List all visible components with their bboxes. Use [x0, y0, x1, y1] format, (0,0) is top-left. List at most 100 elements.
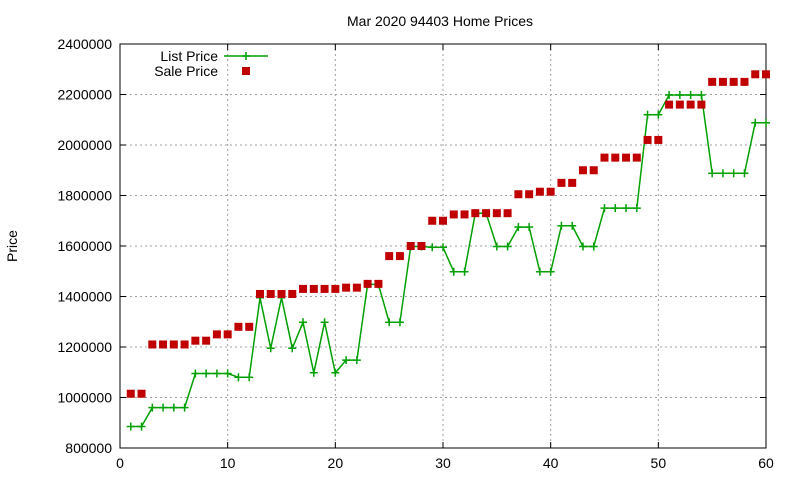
sale-price-point	[385, 252, 394, 261]
x-tick-label: 30	[435, 455, 451, 471]
y-tick-label: 2200000	[57, 87, 112, 103]
list-price-point	[395, 318, 404, 327]
y-tick-label: 1200000	[57, 339, 112, 355]
list-price-point	[675, 91, 684, 100]
sale-price-point	[568, 178, 577, 187]
list-price-point	[762, 118, 770, 127]
list-price-point	[557, 221, 566, 230]
series-sale-price	[126, 70, 770, 398]
sale-price-point	[126, 389, 135, 398]
list-price-point	[428, 243, 437, 252]
sale-price-point	[245, 322, 254, 331]
sale-price-point	[589, 166, 598, 175]
list-price-point	[266, 344, 275, 353]
sale-price-point	[718, 77, 727, 86]
sale-price-point	[675, 100, 684, 109]
list-price-point	[202, 369, 211, 378]
sale-price-point	[223, 330, 232, 339]
x-tick-label: 20	[328, 455, 344, 471]
y-axis-label: Price	[4, 230, 20, 262]
sale-price-point	[159, 340, 168, 349]
list-price-point	[449, 267, 458, 276]
sale-price-point	[708, 77, 717, 86]
list-price-point	[245, 373, 254, 382]
list-price-point	[568, 221, 577, 230]
list-price-point	[180, 403, 189, 412]
list-price-point	[148, 403, 157, 412]
sale-price-point	[697, 100, 706, 109]
list-price-point	[320, 318, 329, 327]
series-list-price	[126, 91, 770, 431]
legend-list-label: List Price	[160, 48, 218, 64]
y-tick-label: 1800000	[57, 188, 112, 204]
list-price-point	[729, 169, 738, 178]
list-price-point	[718, 169, 727, 178]
sale-price-point	[288, 289, 297, 298]
sale-price-point	[611, 153, 620, 162]
sale-price-point	[169, 340, 178, 349]
list-price-point	[697, 91, 706, 100]
legend-list-swatch	[224, 52, 268, 60]
list-price-point	[299, 318, 308, 327]
list-price-point	[589, 242, 598, 251]
sale-price-point	[643, 135, 652, 144]
sale-price-point	[395, 252, 404, 261]
sale-price-point	[686, 100, 695, 109]
sale-price-point	[266, 289, 275, 298]
sale-price-point	[202, 336, 211, 345]
sale-price-point	[137, 389, 146, 398]
list-price-point	[686, 91, 695, 100]
sale-price-point	[578, 166, 587, 175]
sale-price-point	[492, 209, 501, 218]
sale-price-point	[600, 153, 609, 162]
sale-price-point	[546, 187, 555, 196]
sale-price-point	[212, 330, 221, 339]
sale-price-point	[471, 209, 480, 218]
sale-price-point	[557, 178, 566, 187]
x-tick-label: 0	[116, 455, 124, 471]
y-tick-label: 2000000	[57, 137, 112, 153]
legend-sale-square	[242, 67, 250, 75]
sale-price-point	[255, 289, 264, 298]
sale-price-point	[654, 135, 663, 144]
list-price-point	[525, 223, 534, 232]
sale-price-point	[482, 209, 491, 218]
list-price-point	[137, 422, 146, 431]
sale-price-point	[729, 77, 738, 86]
legend-list-plus	[242, 52, 250, 60]
sale-price-point	[740, 77, 749, 86]
x-tick-label: 40	[543, 455, 559, 471]
legend-sale-label: Sale Price	[154, 63, 218, 79]
list-price-point	[385, 318, 394, 327]
legend: List Price Sale Price	[154, 48, 268, 79]
list-price-point	[622, 204, 631, 213]
sale-price-point	[191, 336, 200, 345]
sale-price-point	[535, 187, 544, 196]
y-tick-label: 800000	[65, 440, 112, 456]
list-price-point	[514, 223, 523, 232]
list-price-point	[665, 91, 674, 100]
sale-price-point	[299, 284, 308, 293]
sale-price-point	[352, 283, 361, 292]
sale-price-point	[277, 289, 286, 298]
list-price-point	[740, 169, 749, 178]
y-tick-label: 2400000	[57, 36, 112, 52]
y-tick-label: 1000000	[57, 390, 112, 406]
list-price-point	[191, 369, 200, 378]
sale-price-point	[374, 279, 383, 288]
sale-price-point	[406, 242, 415, 250]
list-price-point	[600, 204, 609, 213]
list-price-point	[169, 403, 178, 412]
list-price-point	[654, 110, 663, 119]
list-price-point	[546, 267, 555, 276]
sale-price-point	[503, 209, 512, 218]
sale-price-point	[148, 340, 157, 349]
list-price-point	[223, 369, 232, 378]
sale-price-point	[331, 284, 340, 293]
x-tick-label: 10	[220, 455, 236, 471]
list-price-point	[503, 242, 512, 251]
list-price-point	[535, 267, 544, 276]
sale-price-point	[762, 70, 770, 79]
list-price-point	[309, 368, 318, 377]
